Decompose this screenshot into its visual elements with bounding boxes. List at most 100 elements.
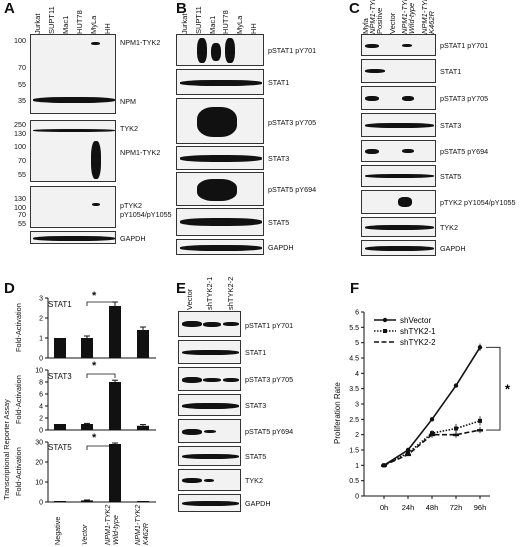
data-point: [453, 383, 459, 388]
tick-label: 5: [355, 340, 359, 347]
tick-label: 10: [35, 368, 43, 375]
significance-star: *: [92, 360, 97, 372]
blot-gapdh: [176, 239, 264, 255]
mw-marker: 100: [14, 142, 26, 151]
blot-stat1: [176, 69, 264, 95]
lane-label: K462R: [427, 11, 436, 34]
subchart-title: STAT1: [48, 300, 72, 309]
tick-label: 1: [39, 336, 43, 343]
bar: [81, 500, 93, 502]
blot-pstat1: [178, 311, 241, 337]
significance-bracket: [486, 346, 501, 431]
x-label: K462R: [141, 523, 150, 545]
lane-label: MyLa: [235, 15, 244, 34]
tick-label: 20: [35, 460, 43, 467]
blot-stat5: [176, 208, 264, 236]
blot-label: STAT1: [268, 78, 290, 87]
blot-label: pSTAT5 pY694: [268, 185, 317, 194]
data-point: [381, 464, 387, 467]
mw-marker: 250: [14, 120, 26, 129]
lane-label: HH: [103, 23, 112, 34]
mw-marker: 100: [14, 203, 26, 212]
blot-gapdh: [30, 231, 116, 244]
blot-label: TYK2: [245, 476, 263, 485]
blot-label: STAT5: [268, 218, 290, 227]
mw-marker: 35: [18, 96, 26, 105]
tick-label: 0: [355, 494, 359, 501]
tick-label: 2: [39, 316, 43, 323]
mw-marker: 100: [14, 36, 26, 45]
panel-f-label: F: [350, 280, 360, 297]
tick-label: 24h: [402, 503, 415, 512]
mw-marker: 55: [18, 219, 26, 228]
mw-marker: 55: [18, 170, 26, 179]
blot-pstat3: [176, 98, 264, 144]
blot-label: pSTAT5 pY694: [245, 427, 294, 436]
blot-label: NPM1-TYK2: [120, 148, 161, 157]
d-sub-ylabel: Fold-Activation: [14, 447, 23, 496]
blot-pstat1: [176, 34, 264, 66]
tick-label: 4: [355, 371, 359, 378]
tick-label: 6: [39, 392, 43, 399]
tick-label: 0: [39, 500, 43, 507]
legend-label: shTYK2-2: [400, 338, 436, 347]
significance-star: *: [505, 382, 511, 397]
bar: [137, 501, 149, 502]
blot-label: pTYK2 pY1054/pY1055: [440, 198, 516, 207]
blot-tyk2: [30, 120, 116, 182]
lane-label: Jurkat: [180, 13, 189, 34]
significance-bracket: [86, 445, 116, 450]
blot-ptyk2: [30, 186, 116, 228]
blot-label: STAT5: [440, 172, 462, 181]
mw-marker: 130: [14, 129, 26, 138]
data-point: [405, 453, 411, 457]
legend-marker: [383, 329, 387, 333]
blot-label: pSTAT1 pY701: [245, 321, 294, 330]
blot-label: pSTAT3 pY705: [440, 94, 489, 103]
bar: [54, 501, 66, 502]
blot-stat3: [361, 113, 436, 137]
blot-tyk2: [361, 217, 436, 237]
data-point: [406, 451, 410, 456]
significance-star: *: [92, 290, 97, 302]
lane-label: HUT78: [75, 10, 84, 34]
blot-stat1: [178, 340, 241, 364]
blot-gapdh: [178, 494, 241, 512]
tick-label: 0h: [380, 503, 388, 512]
subchart-title: STAT5: [48, 443, 72, 452]
tick-label: 2: [355, 432, 359, 439]
blot-label: pSTAT1 pY701: [268, 46, 317, 55]
subchart-title: STAT3: [48, 372, 72, 381]
tick-label: 0: [39, 428, 43, 435]
tick-label: 30: [35, 440, 43, 447]
bar: [137, 330, 149, 358]
d-sub-ylabel: Fold-Activation: [14, 303, 23, 352]
lane-label: SUPT11: [194, 6, 203, 34]
blot-label: STAT1: [245, 348, 267, 357]
x-label: Negative: [53, 516, 62, 545]
data-point: [477, 345, 483, 350]
legend-label: shVector: [400, 316, 431, 325]
legend-marker: [382, 317, 388, 323]
blot-label: pY1054/pY1055: [120, 210, 172, 219]
panel-c-label: C: [349, 0, 360, 17]
significance-star: *: [92, 432, 97, 444]
blot-label: STAT3: [268, 154, 290, 163]
tick-label: 3.5: [349, 386, 359, 393]
x-label: Vector: [80, 524, 89, 545]
lane-label: MyLa: [89, 15, 98, 34]
lane-label: Mac1: [208, 15, 217, 34]
panel-b-label: B: [176, 0, 187, 17]
panel-e-label: E: [176, 280, 187, 297]
data-point: [429, 433, 435, 437]
bar: [54, 424, 66, 430]
blot-gapdh: [361, 240, 436, 256]
blot-label: STAT3: [440, 121, 462, 130]
x-label: Wild-type: [111, 515, 120, 545]
blot-stat5: [178, 446, 241, 466]
tick-label: 1.5: [349, 448, 359, 455]
d-ylabel: Transcriptional Reporter Assay: [2, 399, 11, 500]
data-point: [429, 417, 435, 422]
tick-label: 72h: [450, 503, 463, 512]
